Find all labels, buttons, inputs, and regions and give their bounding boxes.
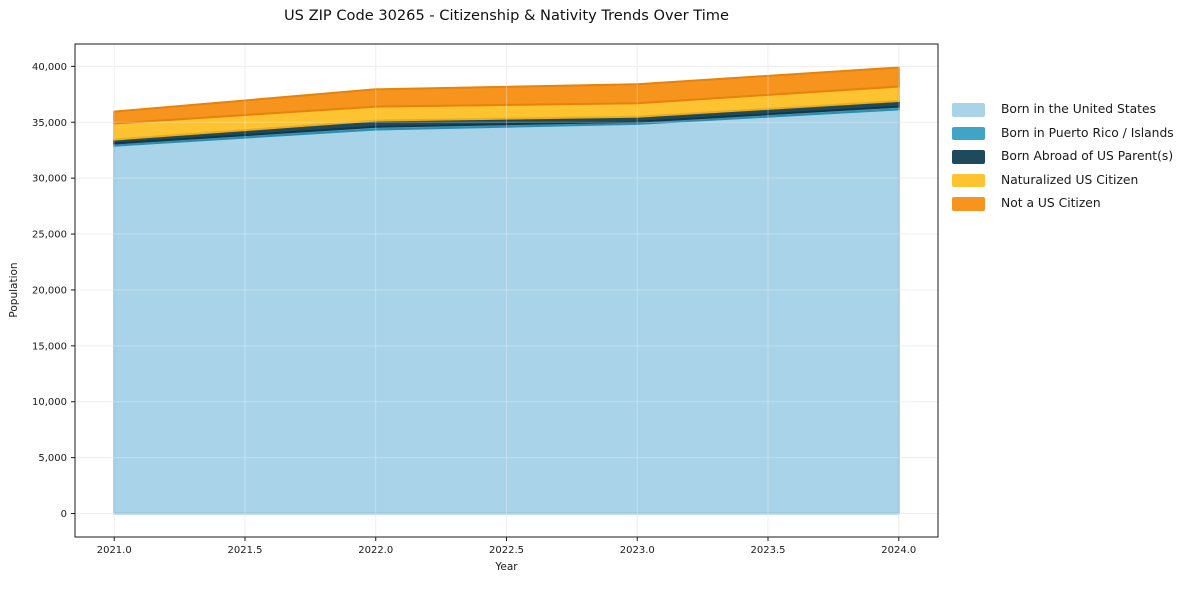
- legend-item: Born in the United States: [952, 102, 1174, 117]
- legend-swatch: [952, 126, 985, 140]
- x-tick-label: 2021.0: [97, 545, 132, 556]
- legend-item-label: Born in the United States: [1001, 102, 1156, 116]
- x-tick-label: 2022.0: [358, 545, 393, 556]
- y-tick-label: 25,000: [32, 230, 67, 241]
- legend-item-label: Born in Puerto Rico / Islands: [1001, 125, 1174, 140]
- legend-item: Born in Puerto Rico / Islands: [952, 125, 1174, 140]
- legend-item: Naturalized US Citizen: [952, 172, 1174, 187]
- y-tick-label: 20,000: [32, 285, 67, 296]
- x-tick-label: 2021.5: [227, 545, 262, 556]
- y-tick-label: 10,000: [32, 397, 67, 408]
- x-tick-label: 2023.0: [620, 545, 655, 556]
- y-tick-label: 40,000: [32, 62, 67, 73]
- y-tick-label: 35,000: [32, 118, 67, 129]
- legend-item-label: Not a US Citizen: [1001, 196, 1101, 210]
- chart-legend: Born in the United States Born in Puerto …: [952, 102, 1174, 221]
- legend-item-label: Born Abroad of US Parent(s): [1001, 149, 1174, 163]
- chart-title: US ZIP Code 30265 - Citizenship & Nativi…: [284, 7, 729, 24]
- x-tick-label: 2022.5: [489, 545, 524, 556]
- y-tick-label: 5,000: [38, 453, 67, 464]
- legend-item: Born Abroad of US Parent(s): [952, 149, 1174, 164]
- legend-swatch: [952, 150, 985, 164]
- x-tick-label: 2024.0: [881, 545, 916, 556]
- x-axis-label: Year: [495, 561, 518, 573]
- y-tick-label: 30,000: [32, 174, 67, 185]
- y-tick-label: 0: [61, 509, 67, 520]
- legend-item: Not a US Citizen: [952, 196, 1174, 211]
- legend-item-label: Naturalized US Citizen: [1001, 172, 1139, 187]
- legend-swatch: [952, 173, 985, 187]
- y-tick-label: 15,000: [32, 341, 67, 352]
- x-tick-label: 2023.5: [751, 545, 786, 556]
- legend-swatch: [952, 103, 985, 117]
- legend-swatch: [952, 197, 985, 211]
- area-series-not-a-us-citizen: [113, 66, 900, 125]
- y-axis-label: Population: [8, 262, 20, 318]
